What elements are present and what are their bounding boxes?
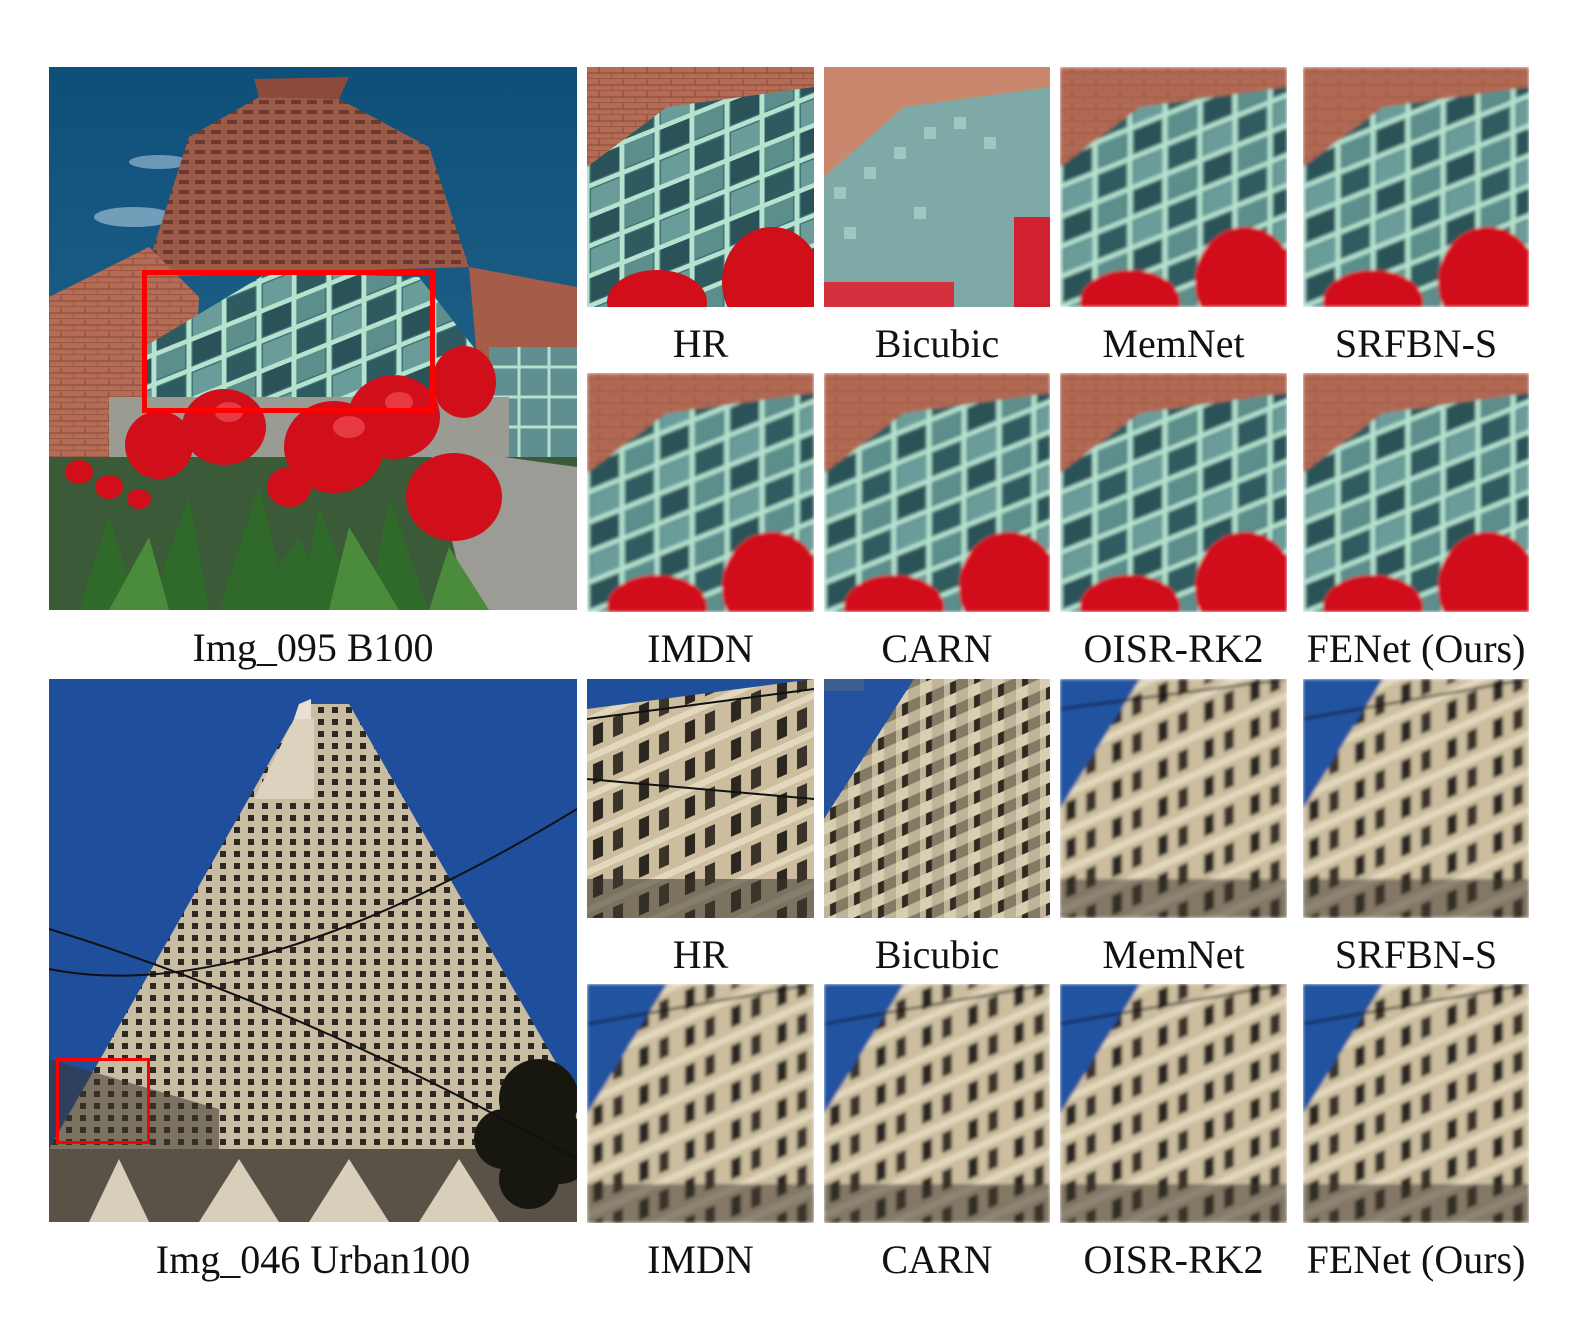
- crop-bicubic-1: [824, 67, 1050, 307]
- crop-hr-2: [587, 679, 814, 918]
- crop-label: FENet (Ours): [1306, 1237, 1526, 1282]
- crop-carn-1: [824, 373, 1050, 612]
- crop-imdn-1: [587, 373, 814, 612]
- crop-region-box: [56, 1058, 150, 1144]
- crop-label: SRFBN-S: [1334, 321, 1498, 366]
- crop-oisr-1: [1060, 373, 1287, 612]
- crop-carn-2: [824, 984, 1050, 1223]
- crop-label: HR: [672, 321, 729, 366]
- main-image-tulips: [49, 67, 577, 610]
- crop-label: HR: [672, 932, 729, 977]
- crop-label: OISR-RK2: [1083, 626, 1264, 671]
- crop-memnet-1: [1060, 67, 1287, 307]
- crop-label: IMDN: [647, 1237, 754, 1282]
- crop-bicubic-2: [824, 679, 1050, 918]
- crop-label: OISR-RK2: [1083, 1237, 1264, 1282]
- crop-fenet-1: [1303, 373, 1529, 612]
- image-caption: Img_046 Urban100: [155, 1237, 471, 1282]
- crop-imdn-2: [587, 984, 814, 1223]
- crop-memnet-2: [1060, 679, 1287, 918]
- image-caption: Img_095 B100: [192, 625, 434, 670]
- main-image-pyramid: [49, 679, 577, 1222]
- crop-label: Bicubic: [874, 321, 1000, 366]
- crop-hr-1: [587, 67, 814, 307]
- crop-label: MemNet: [1102, 932, 1245, 977]
- crop-label: SRFBN-S: [1334, 932, 1498, 977]
- crop-label: FENet (Ours): [1306, 626, 1526, 671]
- crop-label: IMDN: [647, 626, 754, 671]
- crop-label: CARN: [881, 626, 993, 671]
- crop-label: Bicubic: [874, 932, 1000, 977]
- crop-label: CARN: [881, 1237, 993, 1282]
- crop-srfbn-1: [1303, 67, 1529, 307]
- crop-region-box: [142, 270, 435, 413]
- crop-srfbn-2: [1303, 679, 1529, 918]
- crop-fenet-2: [1303, 984, 1529, 1223]
- crop-oisr-2: [1060, 984, 1287, 1223]
- crop-label: MemNet: [1102, 321, 1245, 366]
